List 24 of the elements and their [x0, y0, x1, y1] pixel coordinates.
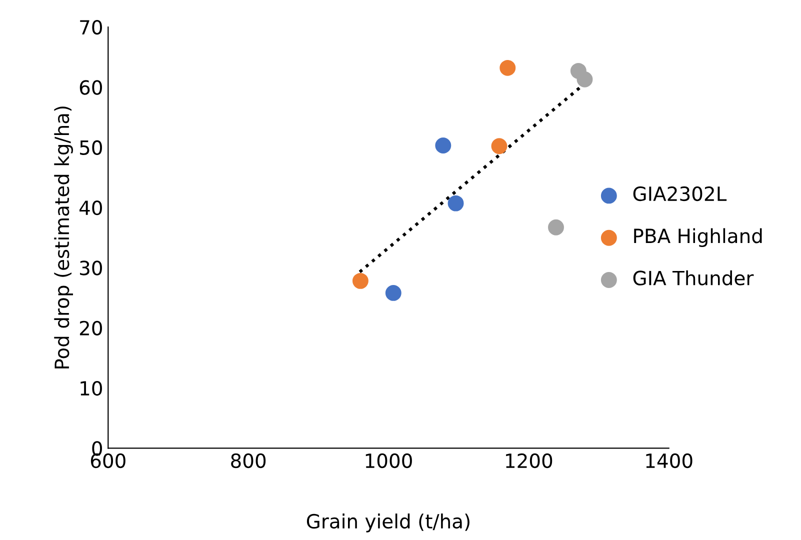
x-tick-label: 1000 [366, 453, 412, 468]
point [352, 272, 368, 289]
x-tick-label: 1200 [506, 453, 552, 468]
y-tick-label: 70 [80, 20, 102, 35]
y-tick-label: 40 [79, 200, 102, 216]
y-tick-label: 50 [80, 140, 102, 156]
legend-label: GIA2302L [633, 186, 727, 202]
y-tick-label: 20 [80, 320, 102, 336]
point [385, 284, 402, 301]
x-tick-label: 1400 [646, 453, 692, 468]
x-tick-label: 800 [231, 453, 266, 468]
x-axis-title: Grain yield (t/ha) [306, 514, 470, 532]
y-tick-label: 30 [80, 260, 102, 276]
legend-label: GIA Thunder [633, 270, 754, 286]
y-tick-label: 10 [80, 380, 102, 396]
y-tick-label: 60 [80, 80, 102, 95]
point [491, 138, 508, 154]
point [548, 219, 564, 236]
point [435, 138, 452, 154]
point [448, 195, 464, 212]
point [500, 60, 516, 76]
y-axis-title: Pod drop (estimated kg/ha) [54, 106, 73, 368]
legend-label: PBA Highland [634, 228, 762, 248]
point [576, 71, 593, 88]
